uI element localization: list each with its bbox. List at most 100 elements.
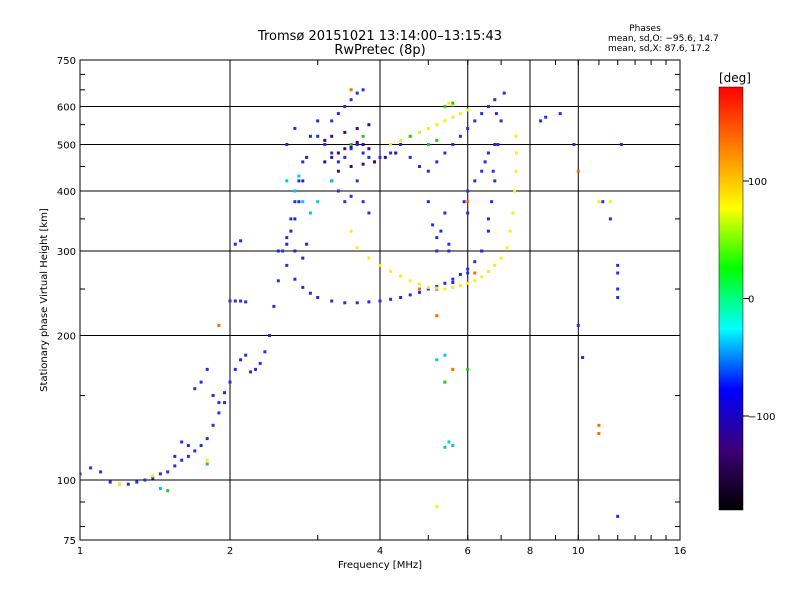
data-point (616, 287, 620, 291)
data-point (217, 323, 221, 327)
x-tick-label: 16 (674, 546, 687, 557)
data-point (493, 179, 497, 183)
data-point (349, 147, 353, 151)
data-point (293, 217, 297, 221)
data-point (330, 155, 334, 159)
data-point (466, 189, 470, 193)
data-point (451, 444, 455, 447)
data-point (217, 411, 221, 415)
data-point (431, 223, 435, 227)
data-point (89, 466, 93, 470)
x-tick-label: 4 (377, 546, 383, 557)
data-point (426, 287, 430, 291)
data-point (451, 143, 455, 146)
data-point (466, 367, 470, 371)
data-point (186, 454, 190, 458)
data-point (499, 256, 503, 260)
data-point (447, 242, 451, 246)
data-point (343, 147, 347, 151)
data-point (399, 274, 403, 278)
x-tick-label: 8 (527, 546, 533, 557)
data-point (426, 285, 430, 289)
data-point (508, 229, 512, 233)
data-point (383, 155, 387, 159)
data-point (486, 217, 490, 221)
data-point (473, 260, 477, 264)
data-point (330, 151, 334, 155)
data-point (308, 291, 312, 295)
data-point (466, 200, 470, 204)
y-tick-label: 200 (57, 332, 76, 343)
data-point (458, 134, 462, 138)
y-tick-label: 75 (63, 536, 76, 547)
x-tick-label: 10 (572, 546, 585, 557)
y-tick-label: 600 (57, 103, 76, 114)
data-point (447, 440, 451, 444)
data-point (349, 88, 353, 92)
data-point (544, 115, 548, 119)
data-point (285, 236, 289, 240)
data-point (451, 277, 455, 281)
data-point (301, 160, 305, 164)
data-point (443, 151, 447, 155)
data-point (193, 449, 197, 453)
data-point (367, 155, 371, 159)
data-point (239, 299, 243, 303)
data-point (539, 119, 543, 123)
data-point (143, 478, 147, 482)
data-point (301, 200, 305, 204)
data-point (597, 432, 601, 435)
data-point (394, 151, 398, 155)
data-point (301, 179, 305, 183)
x-tick-label: 2 (227, 546, 233, 557)
data-point (389, 297, 393, 301)
data-point (297, 174, 301, 178)
data-point (435, 541, 438, 544)
data-point (367, 300, 371, 304)
data-point (343, 301, 347, 305)
data-point (443, 353, 447, 357)
data-point (118, 482, 121, 486)
data-point (486, 229, 490, 233)
x-tick-label: 6 (465, 546, 471, 557)
data-point (343, 155, 347, 159)
data-point (597, 200, 601, 204)
data-point (336, 160, 340, 164)
data-point (447, 101, 451, 105)
x-axis-label: Frequency [MHz] (338, 560, 422, 571)
data-point (233, 367, 237, 371)
data-point (435, 285, 439, 288)
data-point (367, 147, 371, 151)
y-axis-ticks: 75 100 200 300 400 500 600 750 (57, 56, 680, 547)
data-point (323, 138, 327, 142)
data-point (199, 444, 203, 447)
data-point (616, 263, 620, 267)
data-point (361, 151, 365, 155)
data-point (316, 200, 320, 204)
data-point (166, 489, 170, 493)
data-point (418, 282, 421, 286)
data-point (418, 290, 421, 294)
data-point (205, 458, 209, 462)
data-point (435, 236, 439, 240)
data-point (496, 143, 500, 146)
colorbar-label: [deg] (719, 71, 751, 85)
data-point (205, 367, 209, 371)
data-point (305, 242, 309, 246)
data-point (443, 211, 447, 215)
data-point (308, 211, 312, 215)
data-point (576, 169, 580, 173)
data-point (439, 229, 443, 233)
data-point (458, 284, 462, 288)
data-point (233, 299, 237, 303)
chart-subtitle: RwPretec (8p) (334, 43, 425, 58)
data-point (513, 189, 517, 193)
data-point (480, 169, 484, 173)
data-point (308, 134, 312, 138)
data-point (447, 249, 451, 253)
data-point (305, 155, 309, 159)
colorbar-ticks: 100 0 −100 (743, 177, 775, 423)
data-point (361, 88, 365, 92)
data-point (223, 401, 226, 405)
data-point (483, 160, 487, 164)
